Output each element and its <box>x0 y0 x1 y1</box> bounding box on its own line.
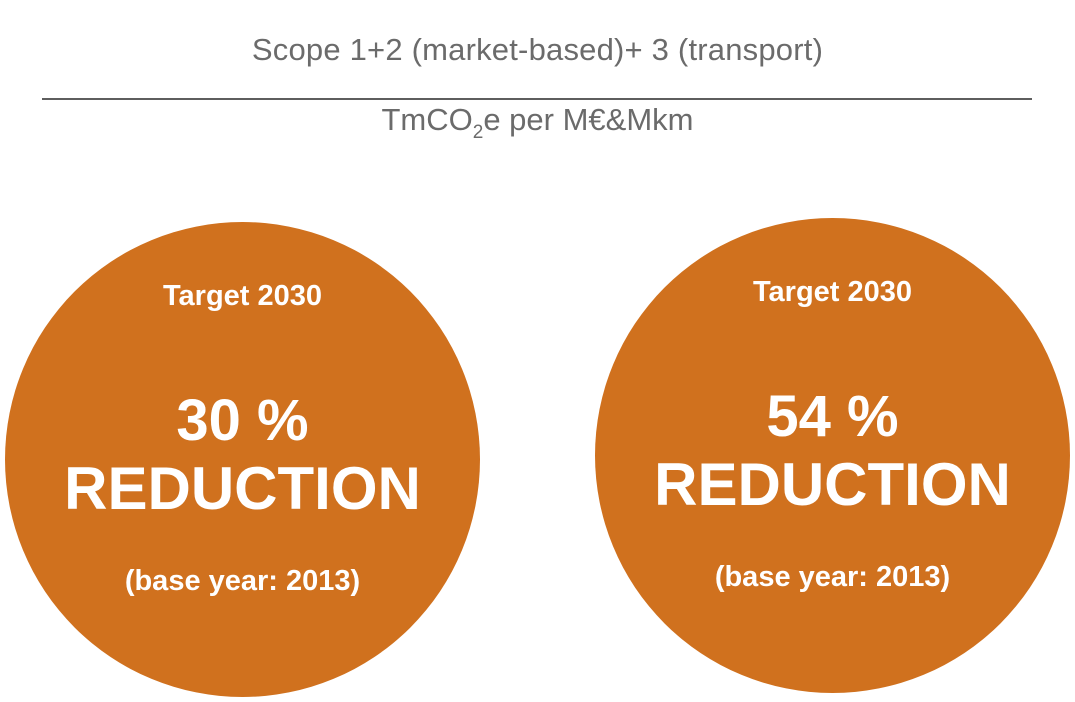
target-label: Target 2030 <box>162 280 323 312</box>
unit-prefix: TmCO <box>381 102 473 137</box>
target-label: Target 2030 <box>752 276 913 308</box>
page-title: Scope 1+2 (market-based)+ 3 (transport) <box>251 32 824 67</box>
target-reduction-text: REDUCTION <box>64 455 421 522</box>
target-base-year: (base year: 2013) <box>124 565 361 597</box>
target-percent: 30 % <box>176 388 309 453</box>
unit-suffix: e per M€&Mkm <box>483 102 694 137</box>
unit-label: TmCO2e per M€&Mkm <box>0 102 1075 142</box>
unit-subscript: 2 <box>472 122 484 143</box>
target-circle-left: Target 2030 30 % REDUCTION (base year: 2… <box>5 222 480 697</box>
target-reduction-text: REDUCTION <box>654 451 1011 518</box>
target-percent: 54 % <box>766 384 899 449</box>
title-divider <box>42 98 1032 100</box>
target-circle-right: Target 2030 54 % REDUCTION (base year: 2… <box>595 218 1070 693</box>
target-base-year: (base year: 2013) <box>714 561 951 593</box>
